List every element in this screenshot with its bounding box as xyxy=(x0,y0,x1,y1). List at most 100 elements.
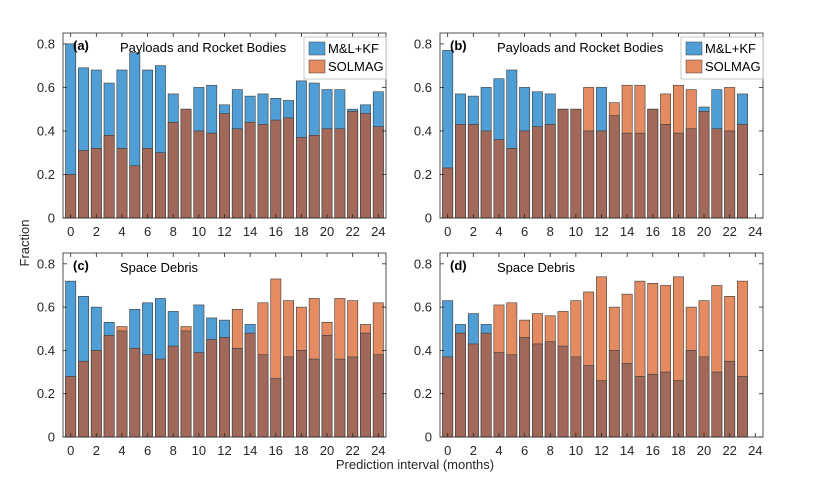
legend-label: SOLMAG xyxy=(328,59,384,74)
x-tick-label: 18 xyxy=(294,224,308,239)
y-tick-label: 0.8 xyxy=(37,36,55,51)
bar-overlap xyxy=(672,380,684,438)
bar-overlap xyxy=(724,130,736,219)
bar-overlap xyxy=(596,130,607,219)
y-tick-label: 0.6 xyxy=(37,80,55,95)
bar-overlap xyxy=(154,358,166,438)
x-tick-label: 10 xyxy=(192,443,206,458)
bar-overlap xyxy=(129,165,141,219)
x-tick-label: 10 xyxy=(569,443,583,458)
bar-overlap xyxy=(103,134,115,219)
bar-overlap xyxy=(65,174,77,219)
bar-overlap xyxy=(103,334,115,438)
x-axis-label: Prediction interval (months) xyxy=(336,457,494,472)
x-tick-label: 16 xyxy=(269,443,283,458)
bar-overlap xyxy=(711,128,723,219)
x-tick-label: 14 xyxy=(620,224,634,239)
panel-c: 00.20.40.60.80 2 4 6 8 10 12 14 16 18 20 22 24(c) Spa… xyxy=(37,252,387,458)
x-tick-label: 22 xyxy=(345,224,359,239)
bar-overlap xyxy=(660,371,672,438)
bar-overlap xyxy=(295,350,307,438)
x-tick-label: 16 xyxy=(646,443,660,458)
bar-overlap xyxy=(360,113,371,219)
x-tick-label: 22 xyxy=(722,443,736,458)
bar-overlap xyxy=(583,130,595,219)
x-tick-label: 14 xyxy=(620,443,634,458)
x-tick-label: 6 xyxy=(521,224,528,239)
bar-overlap xyxy=(334,358,346,438)
x-tick-label: 4 xyxy=(118,443,125,458)
bar-overlap xyxy=(283,117,295,219)
x-tick-label: 24 xyxy=(371,224,385,239)
bar-overlap xyxy=(142,354,154,438)
x-tick-label: 20 xyxy=(697,224,711,239)
bar-overlap xyxy=(442,356,454,438)
x-tick-label: 8 xyxy=(547,443,554,458)
y-tick-label: 0 xyxy=(425,211,432,226)
bar-overlap xyxy=(698,111,710,219)
y-tick-label: 0.4 xyxy=(37,343,55,358)
y-tick-label: 0.4 xyxy=(414,123,432,138)
bar-overlap xyxy=(295,137,307,219)
bar-overlap xyxy=(660,124,672,219)
bar-overlap xyxy=(231,128,243,219)
x-tick-label: 14 xyxy=(243,443,257,458)
legend-label: M&L+KF xyxy=(705,41,756,56)
panel-title: Space Debris xyxy=(120,260,199,275)
bar-overlap xyxy=(672,132,684,219)
bar-overlap xyxy=(455,124,466,219)
panel-letter: (c) xyxy=(73,258,89,273)
bar-overlap xyxy=(372,354,384,438)
bar-overlap xyxy=(442,167,454,219)
bar-overlap xyxy=(583,365,595,438)
bar-overlap xyxy=(685,350,697,438)
x-tick-label: 16 xyxy=(269,224,283,239)
x-tick-label: 10 xyxy=(569,224,583,239)
y-tick-label: 0.4 xyxy=(414,343,432,358)
bar-overlap xyxy=(493,139,505,219)
bar-overlap xyxy=(737,376,748,438)
bar-overlap xyxy=(570,108,582,219)
x-tick-label: 20 xyxy=(320,224,334,239)
x-tick-label: 22 xyxy=(722,224,736,239)
bar-overlap xyxy=(608,350,620,438)
y-tick-label: 0.2 xyxy=(414,386,432,401)
x-tick-label: 16 xyxy=(646,224,660,239)
bar-overlap xyxy=(621,363,633,438)
bar-overlap xyxy=(257,354,269,438)
bar-overlap xyxy=(698,356,710,438)
x-tick-label: 12 xyxy=(217,224,231,239)
y-tick-label: 0.8 xyxy=(414,36,432,51)
x-tick-label: 0 xyxy=(67,224,74,239)
legend-swatch-solmag xyxy=(685,59,703,74)
bar-overlap xyxy=(531,126,543,219)
bar-overlap xyxy=(180,330,192,438)
y-tick-label: 0.2 xyxy=(37,386,55,401)
bar-overlap xyxy=(65,376,77,438)
bar-overlap xyxy=(142,148,154,219)
bar-overlap xyxy=(193,130,205,219)
x-tick-label: 22 xyxy=(345,443,359,458)
bar-overlap xyxy=(634,132,646,219)
bar-overlap xyxy=(506,148,518,219)
y-tick-label: 0.6 xyxy=(414,80,432,95)
x-tick-label: 20 xyxy=(697,443,711,458)
bar-overlap xyxy=(570,356,582,438)
y-tick-label: 0.6 xyxy=(414,300,432,315)
x-tick-label: 8 xyxy=(170,443,177,458)
legend-label: M&L+KF xyxy=(328,41,379,56)
bar-overlap xyxy=(308,134,320,219)
bar-overlap xyxy=(608,115,620,219)
legend-swatch-mlkf xyxy=(685,41,703,56)
panel-title: Payloads and Rocket Bodies xyxy=(497,40,664,55)
legend-swatch-mlkf xyxy=(308,41,326,56)
bar-overlap xyxy=(372,126,384,219)
x-tick-label: 24 xyxy=(371,443,385,458)
bar-overlap xyxy=(647,373,659,438)
legend-label: SOLMAG xyxy=(705,59,761,74)
bar-overlap xyxy=(129,347,141,438)
bar-overlap xyxy=(206,339,218,438)
bar-overlap xyxy=(244,332,256,438)
bar-overlap xyxy=(167,121,179,219)
